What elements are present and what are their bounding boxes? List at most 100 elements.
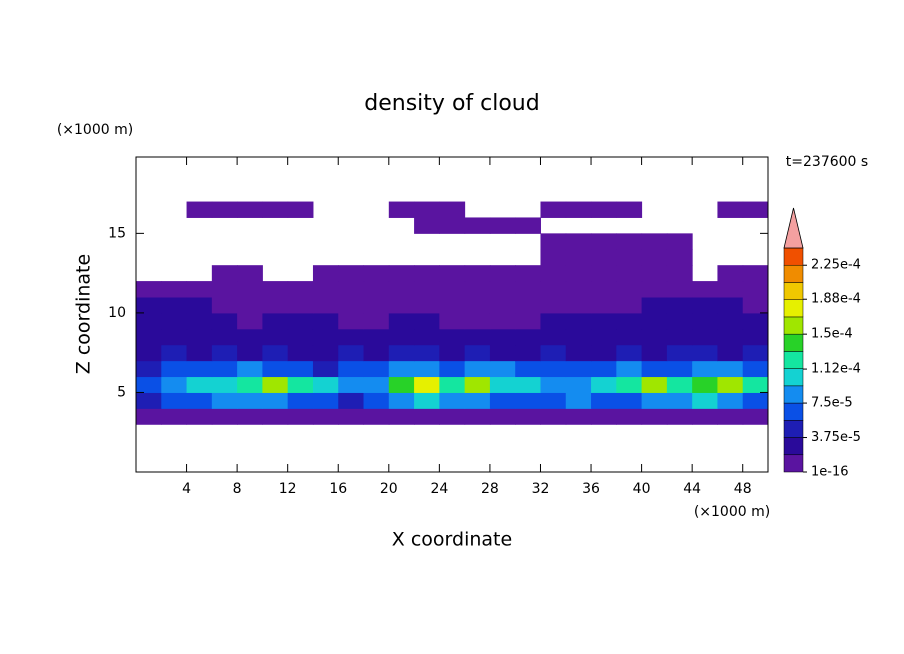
contour-cell [742,376,769,393]
contour-cell [439,201,466,218]
contour-cell [666,249,693,266]
contour-cell [388,408,415,425]
contour-cell [237,281,263,298]
contour-cell [540,249,567,266]
contour-cell [540,312,567,330]
contour-cell [641,249,668,266]
contour-cell [515,408,541,425]
contour-cell [186,201,213,218]
contour-cell [136,408,162,425]
contour-cell [363,376,390,393]
contour-cell [363,328,390,346]
contour-cell [439,328,466,346]
contour-cell [211,201,238,218]
contour-cell [565,392,592,409]
contour-cell [641,297,668,314]
contour-cell [237,360,263,378]
contour-cell [287,392,314,409]
contour-cell [616,297,643,314]
contour-cell [211,328,238,346]
contour-cell [414,201,440,218]
contour-cell [717,265,744,282]
contour-cell [666,233,693,250]
contour-cell [717,297,744,314]
contour-cell [388,328,415,346]
contour-cell [363,312,390,330]
contour-cell [414,408,440,425]
contour-cell [464,408,491,425]
contour-cell [287,408,314,425]
contour-cell [136,297,162,314]
x-tick-label: 20 [380,481,398,497]
contour-cell [312,281,339,298]
contour-cell [515,312,541,330]
contour-cell [262,312,289,330]
contour-cell [616,408,643,425]
contour-cell [186,360,213,378]
contour-cell [136,392,162,409]
contour-cell [666,360,693,378]
contour-cell [515,328,541,346]
contour-cell [211,360,238,378]
contour-cell [489,297,516,314]
colorbar-extension [783,207,804,249]
contour-cell [565,281,592,298]
contour-cell [717,392,744,409]
contour-cell [237,297,263,314]
contour-cell [136,281,162,298]
colorbar-tick-label: 3.75e-5 [811,430,861,445]
contour-cell [742,360,769,378]
contour-cell [161,392,188,409]
contour-cell [464,360,491,378]
contour-cell [136,360,162,378]
contour-cell [414,265,440,282]
contour-cell [717,376,744,393]
contour-cell [388,376,415,393]
contour-cell [591,249,617,266]
contour-cell [312,312,339,330]
colorbar-box [783,385,804,404]
colorbar-box [783,454,804,473]
contour-cell [312,297,339,314]
colorbar-box [783,351,804,369]
contour-cell [262,408,289,425]
contour-cell [237,328,263,346]
contour-cell [666,281,693,298]
contour-cell [616,281,643,298]
contour-cell [591,344,617,362]
x-tick-label: 40 [633,481,651,497]
contour-cell [287,201,314,218]
contour-cell [565,297,592,314]
contour-cell [666,312,693,330]
contour-cell [414,344,440,362]
y-tick-label: 15 [108,225,126,241]
contour-cell [439,376,466,393]
contour-cell [186,344,213,362]
contour-cell [489,312,516,330]
contour-cell [666,392,693,409]
contour-cell [616,376,643,393]
contour-cell [237,312,263,330]
contour-cell [565,233,592,250]
contour-cell [161,297,188,314]
x-tick-label: 4 [182,481,191,497]
contour-cell [237,392,263,409]
contour-cell [287,344,314,362]
contour-cell [237,344,263,362]
contour-cell [414,328,440,346]
contour-cell [515,344,541,362]
contour-cell [338,265,365,282]
contour-cell [161,376,188,393]
contour-cell [186,376,213,393]
contour-cell [692,360,718,378]
contour-cell [439,265,466,282]
contour-cell [388,312,415,330]
contour-cell [262,297,289,314]
contour-cell [692,297,718,314]
contour-cell [515,392,541,409]
contour-cell [211,344,238,362]
contour-cell [489,217,516,234]
contour-cell [666,408,693,425]
contour-cell [489,344,516,362]
